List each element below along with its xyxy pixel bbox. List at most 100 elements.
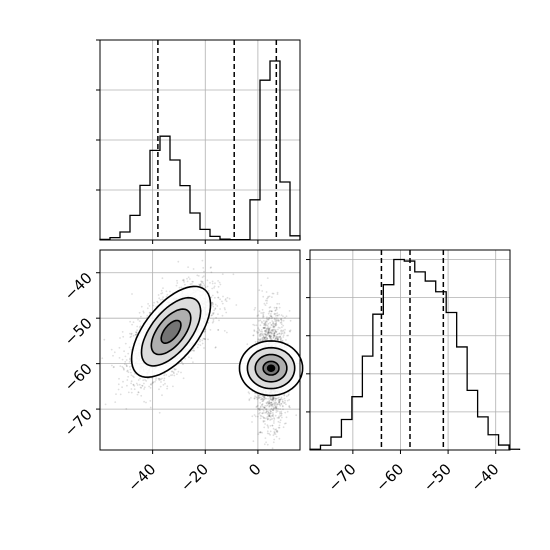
scatter-point: [251, 415, 254, 418]
scatter-point: [283, 402, 285, 404]
scatter-point: [272, 330, 275, 332]
scatter-point: [267, 329, 270, 332]
scatter-point: [183, 281, 186, 283]
scatter-point: [267, 332, 269, 335]
scatter-point: [274, 309, 277, 312]
scatter-point: [127, 352, 130, 355]
scatter-point: [165, 290, 168, 293]
scatter-point: [269, 397, 271, 400]
scatter-point: [267, 327, 269, 330]
scatter-point: [268, 414, 271, 417]
scatter-point: [146, 307, 149, 310]
scatter-point: [260, 398, 262, 401]
scatter-point: [284, 401, 286, 404]
scatter-point: [141, 384, 144, 387]
scatter-point: [274, 403, 277, 406]
scatter-point: [202, 282, 205, 285]
scatter-point: [265, 401, 268, 404]
scatter-point: [122, 380, 124, 383]
joint-ytick-label-2: −50: [61, 314, 96, 349]
scatter-point: [204, 338, 206, 340]
scatter-point: [192, 347, 195, 350]
scatter-point: [142, 311, 145, 314]
scatter-point: [266, 299, 268, 302]
scatter-point: [139, 386, 142, 389]
scatter-point: [272, 292, 275, 295]
scatter-point: [260, 396, 262, 399]
scatter-point: [280, 397, 283, 400]
scatter-point: [263, 416, 265, 419]
scatter-point: [136, 384, 139, 386]
scatter-point: [276, 312, 279, 314]
scatter-point: [281, 326, 283, 329]
scatter-point: [161, 292, 164, 294]
scatter-point: [279, 335, 282, 338]
scatter-point: [256, 405, 258, 408]
scatter-point: [281, 330, 284, 333]
scatter-point: [126, 365, 128, 367]
scatter-point: [267, 295, 270, 298]
scatter-point: [160, 289, 163, 292]
scatter-point: [279, 408, 281, 410]
scatter-point: [246, 343, 249, 346]
scatter-point: [285, 339, 287, 341]
scatter-point: [255, 396, 258, 399]
scatter-point: [151, 382, 154, 385]
scatter-point: [275, 411, 278, 413]
scatter-point: [263, 327, 265, 329]
scatter-point: [269, 409, 271, 412]
scatter-point: [111, 364, 113, 367]
scatter-point: [137, 318, 139, 321]
scatter-point: [141, 385, 144, 387]
scatter-point: [256, 415, 259, 418]
scatter-point: [152, 381, 155, 384]
joint-ytick-label-1: −60: [61, 360, 96, 395]
scatter-point: [123, 350, 125, 353]
scatter-point: [278, 313, 280, 316]
scatter-point: [253, 397, 256, 400]
scatter-point: [217, 329, 220, 331]
scatter-point: [272, 400, 275, 402]
scatter-point: [270, 335, 272, 337]
scatter-point: [278, 401, 281, 403]
scatter-point: [263, 338, 266, 340]
scatter-point: [149, 311, 152, 314]
scatter-point: [212, 318, 215, 321]
scatter-point: [273, 404, 276, 407]
scatter-point: [275, 405, 278, 407]
panel-top-left: [96, 39, 301, 244]
scatter-point: [165, 374, 168, 376]
scatter-point: [282, 334, 285, 337]
scatter-point: [130, 374, 133, 377]
scatter-point: [273, 333, 276, 336]
scatter-point: [279, 327, 281, 329]
scatter-point: [272, 396, 275, 399]
scatter-point: [223, 330, 226, 332]
scatter-point: [268, 328, 270, 331]
scatter-point: [133, 388, 136, 391]
scatter-point: [280, 414, 283, 417]
scatter-point: [288, 398, 291, 401]
scatter-point: [264, 412, 267, 414]
scatter-point: [134, 334, 137, 336]
joint-frame: [99, 249, 301, 451]
scatter-point: [266, 334, 268, 337]
scatter-point: [248, 398, 251, 401]
scatter-point: [257, 327, 260, 329]
scatter-point: [262, 327, 265, 329]
scatter-point: [126, 369, 129, 372]
scatter-point: [273, 418, 276, 420]
scatter-point: [289, 406, 291, 409]
scatter-point: [173, 372, 175, 375]
scatter-point: [263, 426, 266, 429]
scatter-point: [269, 403, 272, 406]
scatter-point: [266, 327, 269, 329]
scatter-point: [252, 440, 255, 443]
scatter-point: [260, 415, 263, 418]
scatter-point: [270, 401, 273, 404]
scatter-point: [281, 332, 284, 335]
scatter-point: [268, 309, 271, 312]
scatter-point: [216, 305, 219, 307]
joint-xtick-label-0: −40: [124, 460, 159, 495]
scatter-point: [119, 337, 121, 339]
